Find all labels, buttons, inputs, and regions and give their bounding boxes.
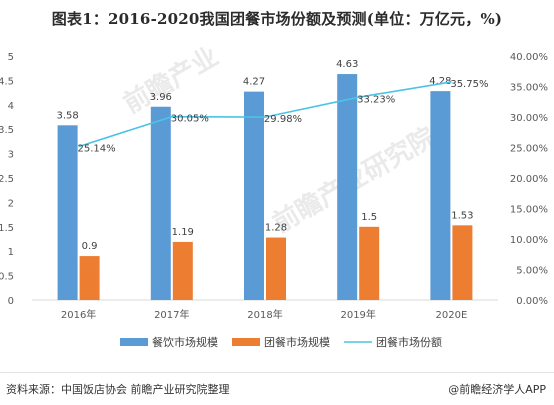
bar-catering-market [150,106,171,300]
data-label-share: 30.05% [171,114,209,125]
data-label-group-meal: 1.53 [451,210,473,221]
y-right-tick-label: 20.00% [510,174,548,185]
data-label-share: 35.75% [450,79,488,90]
footer: 资料来源：中国饭店协会 前瞻产业研究院整理 @前瞻经济学人APP [0,372,554,405]
x-tick-label: 2020E [436,310,468,321]
x-tick-label: 2018年 [247,308,282,321]
bar-group-meal-market [266,237,286,300]
data-label-share: 25.14% [78,144,116,155]
source-note: 资料来源：中国饭店协会 前瞻产业研究院整理 [6,383,230,396]
y-left-tick-label: 3.5 [0,125,14,136]
y-left-tick-label: 0 [8,296,14,307]
bar-catering-market [430,91,451,300]
data-label-catering: 4.63 [336,59,358,70]
bar-group-meal-market [452,225,473,300]
bar-group-meal-market [359,226,380,300]
data-label-catering: 4.27 [243,77,265,88]
y-left-tick-label: 5 [8,52,14,63]
data-label-share: 29.98% [264,114,302,125]
y-left-tick-label: 4.5 [0,76,14,87]
data-label-group-meal: 1.5 [361,212,377,223]
data-label-share: 33.23% [357,94,395,105]
x-tick-label: 2019年 [340,308,375,321]
legend-group-meal-market-swatch [232,338,260,346]
data-label-catering: 4.28 [429,76,451,87]
bar-group-meal-market [79,256,100,300]
legend-catering-market-label: 餐饮市场规模 [152,335,218,349]
y-right-tick-label: 0.00% [516,296,548,307]
data-label-group-meal: 1.28 [265,223,287,234]
bar-group-meal-market [172,241,193,300]
legend-group-meal-share-label: 团餐市场份额 [376,335,442,349]
data-label-catering: 3.96 [150,92,172,103]
bar-catering-market [337,74,358,300]
y-right-tick-label: 15.00% [510,205,548,216]
y-right-tick-label: 40.00% [510,52,548,63]
bar-catering-market [57,125,78,301]
y-right-tick-label: 25.00% [510,144,548,155]
y-left-tick-label: 0.5 [0,272,14,283]
y-right-tick-label: 30.00% [510,113,548,124]
brand-credit: @前瞻经济学人APP [448,383,546,396]
legend-group-meal-market-label: 团餐市场规模 [264,335,330,349]
y-right-tick-label: 35.00% [510,83,548,94]
y-left-tick-label: 2 [8,198,14,209]
y-left-tick-label: 4 [8,101,14,112]
data-label-group-meal: 1.19 [172,227,194,238]
y-left-tick-label: 3 [8,150,14,161]
x-tick-label: 2017年 [154,308,189,321]
data-label-group-meal: 0.9 [82,241,98,252]
legend-catering-market-swatch [120,338,148,346]
y-right-tick-label: 5.00% [516,266,548,277]
y-left-tick-label: 2.5 [0,174,14,185]
x-tick-label: 2016年 [61,308,96,321]
line-group-meal-share [78,81,452,148]
y-left-tick-label: 1.5 [0,223,14,234]
data-label-catering: 3.58 [56,110,78,121]
y-right-tick-label: 10.00% [510,235,548,246]
chart-title: 图表1：2016-2020我国团餐市场份额及预测(单位：万亿元，%) [51,10,503,28]
bar-catering-market [244,91,264,301]
y-left-tick-label: 1 [8,247,14,258]
